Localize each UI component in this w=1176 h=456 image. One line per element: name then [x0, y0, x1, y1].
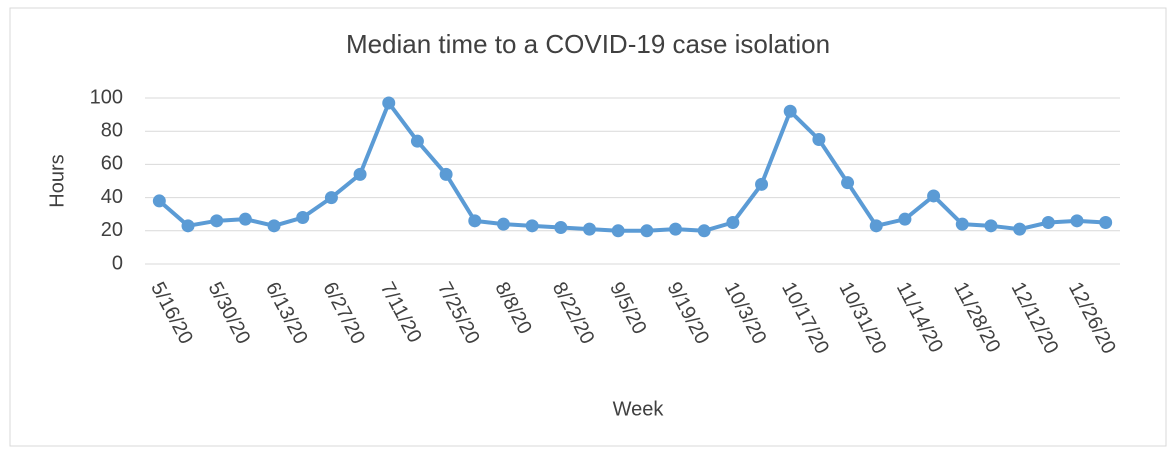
point — [554, 220, 568, 234]
point — [181, 219, 195, 233]
point — [1099, 216, 1113, 229]
chart-title: Median time to a COVID-19 case isolation — [346, 29, 830, 59]
point — [468, 214, 482, 228]
point — [669, 222, 683, 236]
point — [267, 219, 281, 233]
point — [296, 211, 310, 225]
point — [410, 134, 424, 148]
point — [382, 96, 396, 110]
point — [152, 194, 166, 208]
point — [755, 177, 769, 191]
y-tick-label: 60 — [101, 153, 123, 175]
y-tick-label: 100 — [90, 86, 123, 108]
point — [353, 167, 367, 181]
point — [726, 216, 740, 229]
point — [439, 167, 453, 181]
y-tick-label: 20 — [101, 219, 123, 241]
y-axis-label: Hours — [46, 154, 68, 207]
point — [582, 222, 596, 236]
point — [984, 219, 998, 233]
point — [210, 214, 224, 228]
line-series — [158, 100, 1106, 233]
point — [927, 189, 941, 203]
point — [496, 217, 510, 231]
y-tick-label: 0 — [112, 252, 123, 274]
point — [783, 104, 797, 118]
point — [238, 212, 252, 226]
y-tick-label: 80 — [101, 119, 123, 141]
point — [955, 217, 969, 231]
x-axis-label: Week — [613, 398, 665, 420]
point — [898, 212, 912, 226]
point — [841, 176, 855, 190]
point — [611, 224, 625, 238]
point — [1041, 216, 1055, 229]
point — [697, 224, 711, 238]
point — [1013, 222, 1027, 236]
point — [640, 224, 654, 238]
point — [324, 191, 338, 205]
point — [869, 219, 883, 233]
point — [525, 219, 539, 233]
point — [1070, 214, 1084, 228]
point — [812, 133, 826, 146]
y-tick-label: 40 — [101, 186, 123, 208]
